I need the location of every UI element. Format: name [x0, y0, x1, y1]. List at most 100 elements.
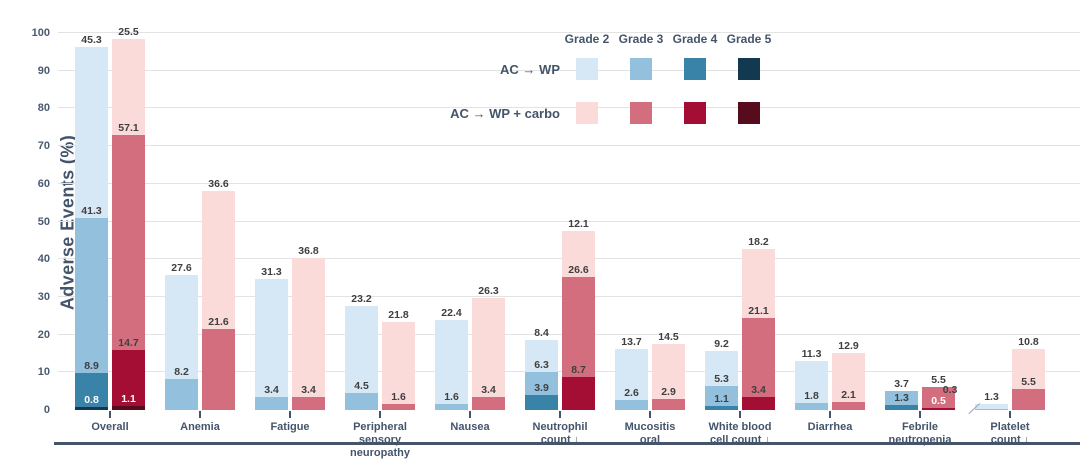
y-axis-tick-label: 0 — [43, 404, 50, 416]
legend-series-name: AC → WP — [500, 61, 560, 77]
value-label: 21.6 — [208, 315, 229, 328]
y-axis-tick-label: 40 — [37, 253, 50, 266]
value-label: 27.6 — [171, 262, 192, 275]
bar-segment — [652, 399, 685, 410]
bar-segment — [165, 275, 198, 380]
legend-grade-label: Grade 4 — [672, 32, 718, 46]
bar-segment — [255, 397, 288, 410]
bar-segment — [472, 397, 505, 410]
bar-segment — [705, 351, 738, 386]
bar-segment — [292, 397, 325, 410]
value-label: 4.5 — [354, 380, 369, 393]
bar-segment — [742, 397, 775, 410]
category-label: Diarrhea — [807, 421, 853, 433]
value-label: 0.8 — [84, 393, 99, 406]
value-label: 1.6 — [444, 390, 459, 403]
legend-swatch-grade-4 — [684, 102, 706, 124]
bar-segment — [165, 379, 198, 410]
value-label: 8.2 — [174, 366, 189, 379]
legend-spacer — [432, 32, 560, 46]
value-label: 41.3 — [81, 204, 102, 217]
bar-segment — [435, 319, 468, 404]
bar-segment — [562, 231, 595, 277]
bar-segment — [1012, 389, 1045, 410]
value-label: 3.7 — [894, 378, 909, 391]
legend-swatch-cell — [722, 58, 776, 80]
value-label: 3.9 — [534, 382, 549, 395]
value-label: 2.9 — [661, 386, 676, 399]
legend-swatch-cell — [560, 58, 614, 80]
x-axis-tick — [199, 411, 201, 418]
y-axis-tick-label: 90 — [37, 64, 50, 77]
category-label: Overall — [91, 421, 129, 433]
bar-segment — [922, 387, 955, 409]
bar-segment — [922, 408, 955, 410]
x-axis-tick — [559, 411, 561, 418]
bar-segment — [652, 344, 685, 400]
legend: Grade 2 Grade 3 Grade 4 Grade 5 AC → WP AC → … — [432, 32, 782, 124]
x-axis-tick — [829, 411, 831, 418]
legend-swatch-grade-2 — [576, 102, 598, 124]
legend-swatch-grade-3 — [630, 102, 652, 124]
bar-segment — [75, 217, 108, 374]
category-label: Fatigue — [270, 421, 310, 433]
gridline — [58, 145, 1080, 147]
bar-segment — [832, 353, 865, 403]
legend-swatch-grade-4 — [684, 58, 706, 80]
legend-swatch-cell — [614, 102, 668, 124]
bar-group: 3.9 6.3 8.4 8.7 26.6 12.1 Neutrophil count ↓ — [515, 33, 605, 446]
bar-segment — [255, 279, 288, 398]
bar-segment — [112, 39, 145, 136]
value-label: 12.1 — [568, 218, 589, 231]
bar-segment — [705, 385, 738, 406]
value-label: 10.8 — [1018, 335, 1039, 348]
bar-group: 3.4 31.3 3.4 36.8 Fatigue — [245, 33, 335, 433]
x-axis-tick — [469, 411, 471, 418]
bar-segment — [832, 402, 865, 410]
value-label: 21.8 — [388, 308, 409, 321]
x-axis-line — [54, 442, 1080, 445]
bar-segment — [1012, 348, 1045, 390]
value-label: 0.3 — [942, 384, 958, 396]
y-axis-tick-label: 20 — [37, 328, 50, 341]
y-axis-tick-label: 80 — [37, 102, 50, 115]
value-label: 1.3 — [984, 390, 999, 403]
y-axis-tick-label: 10 — [37, 366, 50, 379]
value-label: 26.6 — [568, 263, 589, 276]
bar-segment — [795, 403, 828, 410]
bar-segment — [795, 360, 828, 404]
legend-swatch-cell — [668, 58, 722, 80]
y-axis-tick-label: 60 — [37, 177, 50, 190]
value-label: 1.3 — [894, 392, 909, 405]
bar-segment — [975, 408, 1008, 410]
x-axis-tick — [379, 411, 381, 418]
value-label: 8.9 — [84, 360, 99, 373]
value-label: 14.5 — [658, 331, 679, 344]
bar-segment — [202, 328, 235, 410]
bar-segment — [75, 373, 108, 407]
gridline — [58, 69, 1080, 71]
value-label: 5.5 — [931, 374, 946, 387]
value-label: 12.9 — [838, 340, 859, 353]
value-label: 8.4 — [534, 326, 549, 339]
value-label: 57.1 — [118, 122, 139, 135]
x-axis-tick — [919, 411, 921, 418]
value-label: 23.2 — [351, 292, 372, 305]
bar-group: 1.1 5.3 9.2 3.4 21.1 18.2 White blood cell coun… — [695, 33, 785, 446]
bar-group: 0.8 8.9 41.3 45.3 1.1 14.7 57.1 25.5 Overall — [65, 26, 155, 433]
y-axis-tick-label: 50 — [37, 215, 50, 228]
legend-swatch-cell — [560, 102, 614, 124]
value-label: 36.8 — [298, 245, 319, 258]
bar-segment — [742, 317, 775, 398]
category-label: Anemia — [180, 421, 220, 433]
bar-segment — [525, 395, 558, 410]
legend-swatch-grade-2 — [576, 58, 598, 80]
gridline — [58, 220, 1080, 222]
bar-segment — [705, 405, 738, 410]
bar-segment — [615, 348, 648, 401]
gridline — [58, 107, 1080, 109]
legend-swatch-grade-5 — [738, 58, 760, 80]
legend-swatch-cell — [614, 58, 668, 80]
bar-segment — [382, 403, 415, 410]
bar-group: 8.2 27.6 21.6 36.6 Anemia — [155, 33, 245, 433]
